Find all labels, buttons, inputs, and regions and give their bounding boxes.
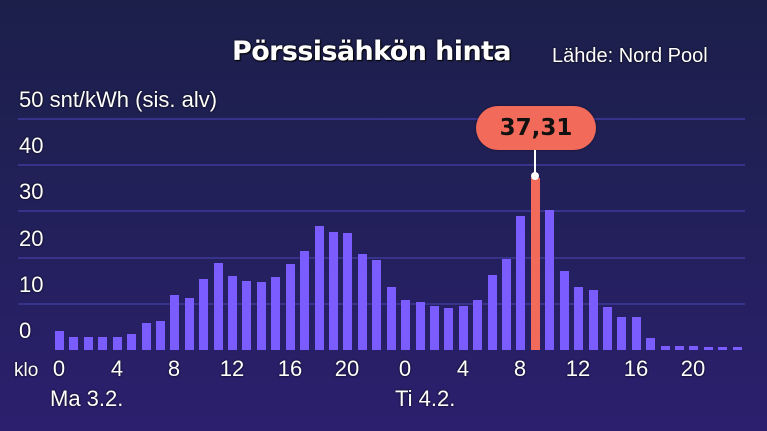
x-tick-label: 4 (456, 356, 470, 381)
price-bar (372, 260, 382, 350)
x-tick-label: 8 (513, 356, 527, 381)
price-bar (703, 347, 713, 350)
price-bar (170, 295, 180, 350)
y-tick-label: 40 (19, 133, 44, 158)
price-bar (271, 277, 281, 350)
price-bar (458, 306, 468, 350)
day-label-monday: Ma 3.2. (50, 386, 124, 411)
y-tick-label: 30 (19, 179, 44, 204)
x-tick-label: 12 (219, 356, 245, 381)
x-tick-label: 16 (623, 356, 649, 381)
price-bar (718, 347, 728, 350)
day-label-tuesday: Ti 4.2. (395, 386, 456, 411)
price-bar (256, 282, 266, 350)
price-bar (502, 258, 512, 350)
price-bar (516, 216, 526, 350)
price-bar (415, 302, 425, 350)
gridline (18, 164, 745, 167)
y-tick-label: 10 (19, 272, 44, 297)
x-axis-prefix: klo (14, 360, 39, 381)
highlighted-bar (530, 177, 540, 350)
x-tick-label: 16 (277, 356, 303, 381)
price-bar (401, 300, 411, 350)
x-tick-label: 4 (110, 356, 124, 381)
price-bar (141, 323, 151, 350)
price-bar (429, 306, 439, 350)
x-tick-label: 8 (167, 356, 181, 381)
price-bar (55, 331, 64, 350)
price-bar (300, 251, 310, 350)
price-bar (631, 316, 641, 350)
price-bar (545, 210, 555, 350)
y-axis-unit-label: 50 snt/kWh (sis. alv) (19, 87, 218, 112)
price-bar (127, 333, 137, 350)
price-bar (285, 264, 295, 350)
callout-stem (534, 150, 536, 176)
price-bar (473, 300, 483, 350)
price-bar (155, 320, 165, 350)
price-bar (646, 337, 656, 350)
price-bar (357, 253, 367, 350)
price-bar (83, 337, 93, 350)
price-bar (444, 308, 454, 350)
price-bar (98, 337, 108, 350)
price-bar (689, 346, 699, 350)
price-bar (242, 280, 252, 350)
chart-title: Pörssisähkön hinta (232, 36, 512, 67)
price-bar (617, 316, 627, 350)
gridline (18, 210, 745, 213)
x-tick-label: 0 (52, 356, 66, 381)
price-bar (660, 346, 670, 350)
price-bar (69, 337, 79, 350)
x-tick-label: 0 (398, 356, 412, 381)
gridline (18, 302, 745, 305)
price-bar (574, 287, 584, 350)
price-bar (602, 307, 612, 350)
price-bar (732, 347, 742, 350)
y-tick-label: 0 (19, 318, 32, 343)
price-bar (199, 278, 209, 350)
x-tick-label: 20 (680, 356, 706, 381)
chart-source: Lähde: Nord Pool (552, 45, 708, 67)
y-tick-label: 20 (19, 226, 44, 251)
price-bar (328, 231, 338, 350)
x-tick-label: 20 (334, 356, 360, 381)
price-bar (487, 275, 497, 350)
price-bar (588, 289, 598, 350)
price-bar (386, 286, 396, 350)
gridline (18, 118, 745, 120)
price-bar (343, 233, 353, 350)
price-bar (314, 226, 324, 350)
price-callout: 37,31 (476, 106, 596, 150)
price-bar (228, 276, 238, 350)
callout-dot (531, 172, 539, 180)
price-bar (213, 263, 223, 350)
price-bar (559, 270, 569, 350)
price-bar (184, 297, 194, 350)
x-tick-label: 12 (565, 356, 591, 381)
price-bar (112, 337, 122, 350)
gridline (18, 256, 745, 259)
price-bar (675, 346, 685, 350)
